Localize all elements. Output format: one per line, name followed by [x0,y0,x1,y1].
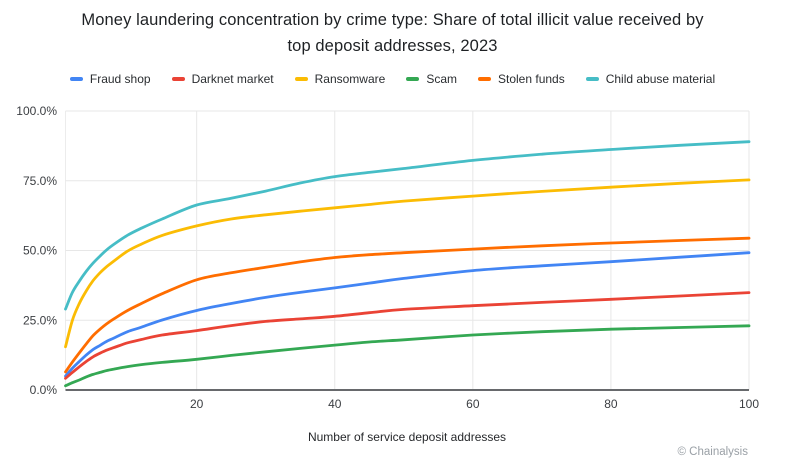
legend-item-darknet-market: Darknet market [171,72,274,86]
y-axis-tick-label: 75.0% [23,174,57,188]
chart-title-line1: Money laundering concentration by crime … [81,11,704,29]
chart-title: Money laundering concentration by crime … [0,7,785,59]
series-line-fraud-shop [64,251,751,378]
series-line-ransomware [64,178,751,349]
legend-label-scam: Scam [426,72,457,86]
legend-swatch-ransomware [294,76,308,82]
y-axis-tick-label: 100.0% [16,104,57,118]
legend-item-fraud-shop: Fraud shop [69,72,151,86]
x-axis-tick-label: 80 [604,397,618,411]
legend-label-fraud-shop: Fraud shop [89,72,151,86]
legend-swatch-child-abuse-material [585,76,599,82]
y-axis-tick-label: 25.0% [23,313,57,327]
legend-swatch-stolen-funds [478,76,491,82]
x-axis-tick-label: 60 [466,397,480,411]
legend-swatch-scam [406,76,420,82]
x-axis-tick-label: 40 [328,397,342,411]
x-axis-tick-label: 20 [190,397,204,411]
series-line-darknet-market [64,291,751,380]
x-axis-title: Number of service deposit addresses [307,430,507,444]
y-axis-tick-label: 50.0% [23,244,57,258]
series-line-stolen-funds [64,236,751,374]
y-axis-tick-label: 0.0% [30,383,58,397]
legend-item-scam: Scam [406,72,457,86]
chart-title-line2: top deposit addresses, 2023 [287,37,498,55]
series-line-child-abuse-material [64,140,751,311]
legend-item-child-abuse-material: Child abuse material [585,72,716,86]
legend-swatch-fraud-shop [69,76,83,82]
legend-label-stolen-funds: Stolen funds [498,72,565,86]
legend-swatch-darknet-market [171,76,185,82]
series-line-scam [64,324,751,388]
legend-label-darknet-market: Darknet market [191,72,274,86]
legend-label-child-abuse-material: Child abuse material [605,72,716,86]
legend: Fraud shop Darknet market Ransomware Scam St… [0,71,785,87]
x-axis-tick-label: 100 [739,397,759,411]
attribution: © Chainalysis [677,446,748,458]
legend-item-stolen-funds: Stolen funds [478,72,565,86]
legend-item-ransomware: Ransomware [294,72,386,86]
legend-label-ransomware: Ransomware [314,72,386,86]
